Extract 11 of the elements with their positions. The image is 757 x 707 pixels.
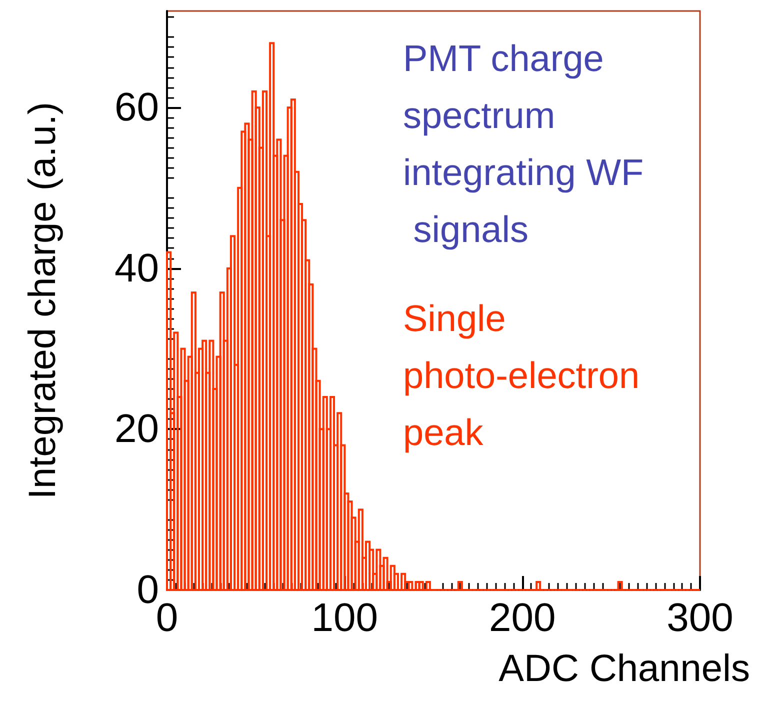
y-axis-title: Integrated charge (a.u.) — [22, 102, 64, 500]
y-tick-label: 0 — [136, 568, 159, 612]
y-tick-label: 20 — [114, 407, 159, 452]
x-tick-label: 200 — [488, 596, 556, 640]
annotation: Single photo-electron peak — [403, 298, 650, 453]
x-tick-label: 100 — [311, 596, 378, 640]
y-tick-label: 60 — [114, 86, 159, 130]
y-tick-label: 40 — [114, 246, 159, 290]
x-tick-label: 300 — [666, 596, 734, 640]
annotation: PMT charge spectrum integrating WF signals — [403, 38, 644, 250]
x-axis-title: ADC Channels — [498, 648, 750, 690]
